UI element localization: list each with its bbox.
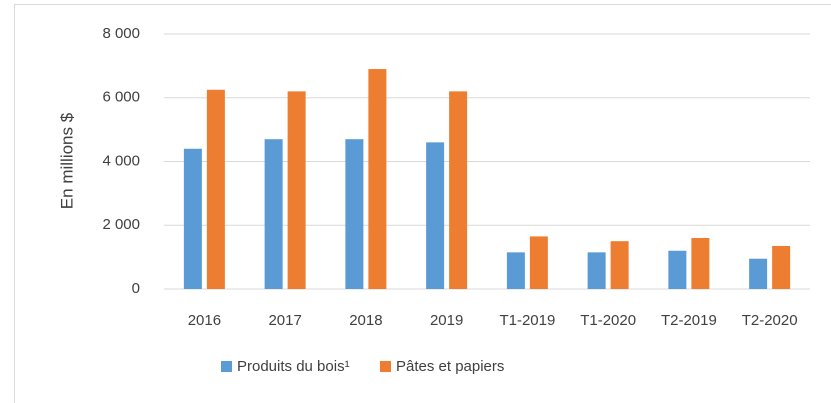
bar bbox=[426, 142, 445, 289]
bar bbox=[749, 258, 768, 289]
x-tick-label: 2017 bbox=[268, 312, 301, 329]
bar bbox=[506, 252, 525, 289]
bar bbox=[449, 91, 468, 289]
x-tick-label: T2-2019 bbox=[661, 312, 717, 329]
bar bbox=[345, 139, 364, 289]
x-tick-label: T1-2019 bbox=[499, 312, 555, 329]
y-tick-label: 8 000 bbox=[102, 25, 140, 42]
x-tick-label: 2019 bbox=[430, 312, 463, 329]
bar bbox=[772, 245, 791, 289]
y-tick-label: 6 000 bbox=[102, 89, 140, 106]
bar bbox=[264, 139, 283, 289]
bar bbox=[668, 250, 687, 289]
x-tick-label: T1-2020 bbox=[580, 312, 636, 329]
legend-swatch bbox=[221, 361, 232, 372]
x-tick-label: 2016 bbox=[188, 312, 221, 329]
bar bbox=[529, 236, 548, 289]
bar bbox=[183, 148, 202, 289]
y-axis-title: En millions $ bbox=[57, 112, 76, 209]
y-tick-label: 0 bbox=[132, 280, 140, 297]
bar bbox=[287, 91, 306, 289]
legend-label: Produits du bois¹ bbox=[237, 358, 350, 375]
bar bbox=[587, 252, 606, 289]
bar bbox=[368, 69, 387, 289]
x-tick-label: 2018 bbox=[349, 312, 382, 329]
bar bbox=[691, 238, 710, 289]
legend-label: Pâtes et papiers bbox=[396, 358, 504, 375]
bar bbox=[610, 241, 629, 289]
x-tick-label: T2-2020 bbox=[742, 312, 798, 329]
bar bbox=[206, 89, 225, 289]
y-tick-label: 4 000 bbox=[102, 152, 140, 169]
y-tick-label: 2 000 bbox=[102, 216, 140, 233]
chart-border bbox=[14, 4, 831, 403]
legend-swatch bbox=[380, 361, 391, 372]
